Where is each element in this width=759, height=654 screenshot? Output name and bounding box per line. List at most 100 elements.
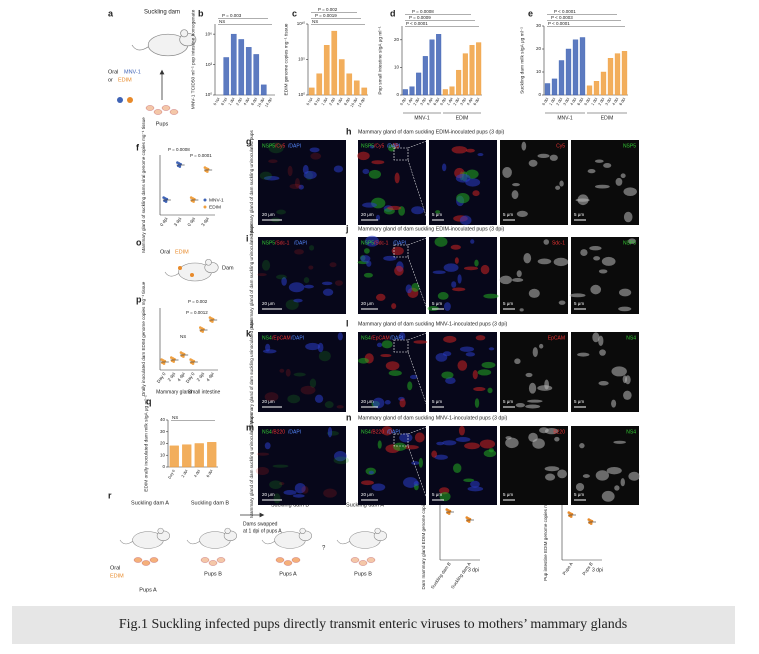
signal [358, 357, 369, 364]
signal [488, 347, 495, 351]
bar [207, 442, 217, 468]
signal [470, 480, 480, 488]
signal [539, 343, 544, 349]
channel-label: NSP5 [623, 143, 636, 149]
bar [607, 58, 614, 96]
panel-title: Mammary gland of dam suckling EDIM-inocu… [358, 129, 505, 135]
bar [579, 37, 586, 96]
y-axis-label: Dam mammary gland EDIM genome copies mg⁻… [421, 475, 426, 589]
signal [614, 485, 620, 491]
label: Pups A [139, 587, 157, 593]
signal [317, 342, 324, 353]
channel-label: /DAPI [387, 143, 400, 149]
channel-label: /Cy5 [275, 143, 286, 149]
signal [435, 210, 441, 214]
signal [601, 256, 616, 266]
signal [470, 239, 475, 244]
scale-label: 5 μm [503, 492, 513, 497]
signal [411, 461, 420, 465]
signal [375, 293, 386, 301]
channel-label: /Sdc-1 [275, 240, 290, 246]
signal [511, 190, 519, 200]
pup-icon [216, 557, 226, 563]
signal [445, 377, 456, 385]
x-tick-label: 4 dpi [570, 97, 578, 106]
signal [599, 349, 606, 356]
x-tick-label: 1 dpi [549, 97, 557, 106]
x-tick-label: 4 dpi [243, 97, 251, 106]
signal [301, 486, 309, 494]
signal [480, 264, 490, 275]
signal [293, 298, 303, 303]
group-label: Small intestine [188, 389, 221, 395]
x-tick-label: Pups A [562, 561, 574, 576]
pup-icon [153, 109, 163, 115]
channel-label: /DAPI [390, 335, 403, 341]
signal [381, 340, 393, 349]
x-tick-label: 0 hpi [306, 97, 314, 106]
signal [544, 466, 560, 472]
signal [442, 440, 457, 446]
signal [555, 185, 561, 190]
signal [442, 351, 452, 357]
y-tick-label: 10⁰ [298, 92, 305, 97]
signal [364, 248, 370, 254]
signal [603, 163, 612, 168]
y-tick-label: 0 [538, 92, 541, 97]
x-tick-label: 3 dpi [459, 97, 467, 106]
signal [398, 332, 406, 341]
signal [455, 437, 471, 442]
signal [598, 269, 608, 274]
x-tick-label: 4 dpi [612, 97, 620, 106]
bar [422, 56, 428, 96]
stat-annotation: P = 0.002 [188, 299, 208, 304]
legend-label: MNV-1 [209, 197, 224, 203]
group-label: MNV-1 [414, 115, 430, 121]
panel-letter: c [292, 8, 297, 18]
signal [473, 386, 486, 392]
bar [586, 85, 593, 96]
zoom-line [407, 256, 430, 315]
x-tick-label: 2 dpi [556, 97, 564, 106]
label: Suckling dam A [131, 500, 169, 506]
signal [523, 253, 532, 264]
caption: Fig.1 Suckling infected pups directly tr… [119, 617, 627, 632]
panel-title: Mammary gland of dam suckling EDIM-inocu… [358, 226, 505, 232]
y-tick-label: 10³ [205, 62, 212, 67]
label: at 1 dpi of pups A [243, 528, 282, 534]
panel-letter: e [528, 8, 533, 18]
signal [334, 280, 343, 286]
zoom-line [407, 236, 430, 246]
label: Dam [222, 265, 234, 271]
signal [405, 284, 413, 294]
signal [465, 352, 476, 357]
signal [479, 439, 496, 449]
y-tick-label: 10 [160, 452, 166, 457]
signal [305, 342, 321, 351]
signal [308, 265, 314, 270]
signal [357, 151, 370, 161]
channel-label: /DAPI [387, 429, 400, 435]
bar [436, 34, 442, 96]
signal [273, 493, 281, 504]
signal [545, 473, 556, 481]
label: MNV-1 [124, 69, 141, 75]
signal [450, 244, 461, 250]
signal [360, 255, 371, 263]
micrograph [358, 426, 426, 505]
dot [447, 512, 451, 515]
scale-label: 5 μm [503, 301, 513, 306]
stat-annotation: P = 0.0012 [186, 310, 208, 315]
signal [443, 302, 451, 311]
signal [458, 425, 465, 436]
x-tick-label: 0 dpi [584, 97, 592, 106]
dot [192, 200, 195, 203]
pup-icon [291, 557, 301, 563]
signal [623, 187, 637, 197]
signal [337, 332, 343, 341]
bar [621, 51, 628, 96]
bar [308, 87, 315, 96]
dot [589, 522, 593, 525]
side-label: Mammary gland of dam suckling uninoculat… [249, 129, 254, 234]
scale-label: 5 μm [432, 301, 442, 306]
